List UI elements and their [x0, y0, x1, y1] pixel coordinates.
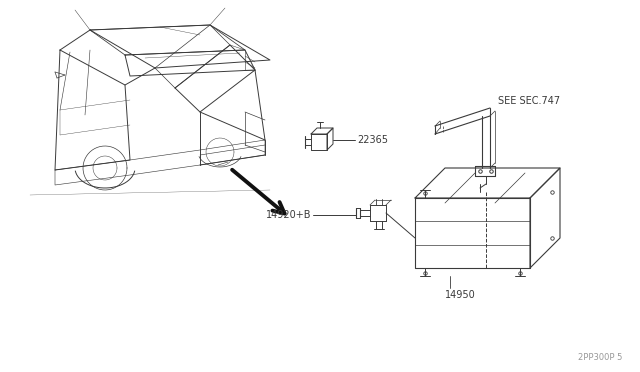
Text: 14950: 14950 [445, 290, 476, 300]
Text: 2PP300P 5: 2PP300P 5 [578, 353, 622, 362]
Text: 14920+B: 14920+B [266, 210, 311, 220]
Text: 22365: 22365 [357, 135, 388, 145]
Text: SEE SEC.747: SEE SEC.747 [498, 96, 560, 106]
